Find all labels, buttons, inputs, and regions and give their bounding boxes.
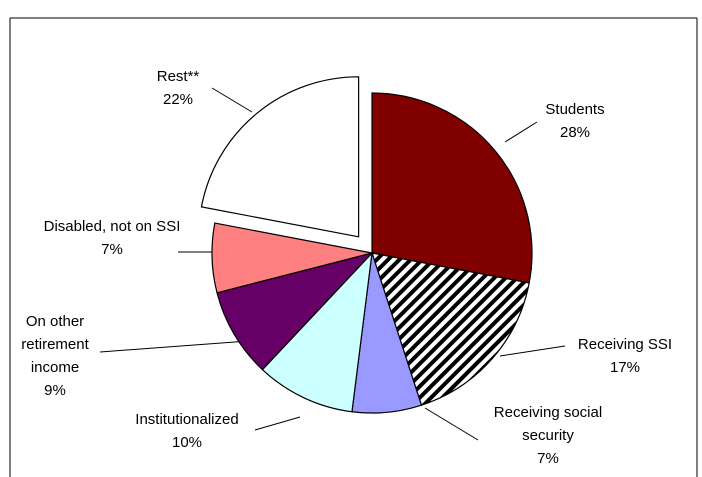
- slice-label: Receiving social security 7%: [473, 401, 623, 470]
- slice-value: 9%: [44, 382, 66, 399]
- slice-label: Receiving SSI 17%: [545, 333, 702, 379]
- slice-label: Students 28%: [515, 98, 635, 144]
- pie: [200, 76, 533, 414]
- slice-name: Students: [545, 101, 605, 118]
- pie-slice: [200, 76, 360, 238]
- slice-label: On other retirement income 9%: [5, 310, 105, 402]
- slice-value: 7%: [537, 450, 559, 467]
- slice-name: Institutionalized: [135, 411, 239, 428]
- pie-slice: [371, 252, 530, 406]
- slice-name: Rest**: [156, 68, 200, 85]
- slice-name: Disabled, not on SSI: [43, 218, 181, 235]
- slice-value: 10%: [171, 434, 203, 451]
- pie-slice: [261, 251, 373, 413]
- slice-value: 28%: [559, 124, 591, 141]
- slice-name: Receiving social security: [493, 404, 603, 444]
- leader-lines: [99, 87, 566, 441]
- frame: [9, 17, 698, 477]
- slice-name: On other retirement income: [21, 313, 89, 376]
- slice-name: Receiving SSI: [577, 336, 673, 353]
- slice-value: 17%: [609, 359, 641, 376]
- pie-slice: [216, 251, 374, 371]
- slice-label: Rest** 22%: [128, 65, 228, 111]
- slice-label: Disabled, not on SSI 7%: [37, 215, 187, 261]
- slice-label: Institutionalized 10%: [107, 408, 267, 454]
- pie-slice: [371, 92, 533, 284]
- pie-slice: [211, 222, 373, 294]
- slice-value: 22%: [162, 91, 194, 108]
- slice-value: 7%: [101, 241, 123, 258]
